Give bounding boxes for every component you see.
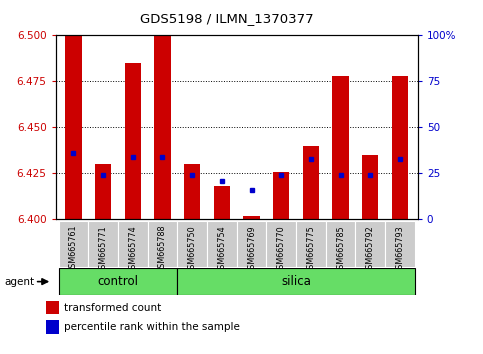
Bar <box>266 221 296 267</box>
Bar <box>177 221 207 267</box>
Text: GSM665788: GSM665788 <box>158 225 167 273</box>
Bar <box>303 146 319 219</box>
Text: transformed count: transformed count <box>64 303 162 313</box>
Text: GSM665769: GSM665769 <box>247 225 256 274</box>
Text: GSM665774: GSM665774 <box>128 225 137 274</box>
Bar <box>118 221 148 267</box>
Bar <box>46 301 59 314</box>
Bar <box>213 186 230 219</box>
Text: GSM665761: GSM665761 <box>69 225 78 273</box>
Bar <box>58 221 88 267</box>
Bar <box>177 268 415 295</box>
Bar <box>332 76 349 219</box>
Text: control: control <box>98 275 139 288</box>
Bar <box>385 221 415 267</box>
Bar <box>184 164 200 219</box>
Bar <box>326 221 355 267</box>
Bar <box>273 172 289 219</box>
Text: GSM665792: GSM665792 <box>366 225 375 274</box>
Text: GDS5198 / ILMN_1370377: GDS5198 / ILMN_1370377 <box>140 12 314 25</box>
Bar <box>237 221 266 267</box>
Text: GSM665750: GSM665750 <box>187 225 197 274</box>
Bar <box>88 221 118 267</box>
Bar <box>243 216 260 219</box>
Text: silica: silica <box>281 275 311 288</box>
Text: GSM665771: GSM665771 <box>99 225 108 274</box>
Text: GSM665793: GSM665793 <box>396 225 404 274</box>
Bar <box>58 268 177 295</box>
Bar <box>355 221 385 267</box>
Bar <box>207 221 237 267</box>
Text: GSM665775: GSM665775 <box>306 225 315 274</box>
Text: percentile rank within the sample: percentile rank within the sample <box>64 322 241 332</box>
Text: GSM665785: GSM665785 <box>336 225 345 274</box>
Text: GSM665754: GSM665754 <box>217 225 227 274</box>
Bar <box>148 221 177 267</box>
Bar <box>362 155 379 219</box>
Bar <box>296 221 326 267</box>
Text: GSM665770: GSM665770 <box>277 225 286 274</box>
Bar <box>154 35 170 219</box>
Bar <box>95 164 111 219</box>
Text: agent: agent <box>5 276 35 287</box>
Bar <box>125 63 141 219</box>
Bar <box>392 76 408 219</box>
Bar <box>46 320 59 334</box>
Bar <box>65 35 82 219</box>
